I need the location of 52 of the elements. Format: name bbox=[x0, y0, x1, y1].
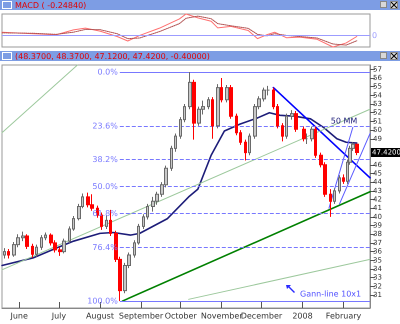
annotation: Gann-line 10x1 bbox=[300, 290, 362, 298]
candlestick bbox=[302, 126, 306, 142]
ref-line-label: 0 bbox=[372, 30, 378, 40]
candlestick bbox=[207, 96, 210, 110]
candlestick bbox=[7, 248, 10, 260]
candlestick bbox=[62, 238, 66, 254]
candlestick bbox=[355, 144, 359, 156]
candlestick bbox=[314, 126, 317, 158]
series-label: 50 MM bbox=[330, 116, 358, 126]
candlestick bbox=[225, 84, 229, 103]
annotation: 50.0% bbox=[92, 182, 118, 191]
annotation: 0.0% bbox=[97, 67, 118, 76]
candlestick bbox=[285, 113, 288, 140]
x-tick-label: November bbox=[200, 312, 244, 320]
candlestick bbox=[305, 133, 308, 144]
x-tick-label: December bbox=[240, 312, 283, 320]
candlestick bbox=[90, 194, 94, 212]
candlestick bbox=[281, 122, 284, 142]
annotation: 23.6% bbox=[92, 121, 118, 130]
x-tick-label: July bbox=[50, 312, 66, 320]
candlestick bbox=[248, 133, 251, 156]
chart-title: MACD ( -0.24840) bbox=[15, 0, 86, 10]
annotation: 100.0% bbox=[87, 296, 118, 306]
x-tick-label: September bbox=[118, 312, 164, 320]
candlestick bbox=[333, 188, 336, 204]
x-tick-label: October bbox=[164, 312, 198, 320]
candlestick bbox=[244, 139, 247, 161]
x-tick-label: 2008 bbox=[292, 312, 313, 320]
candlestick bbox=[31, 243, 34, 258]
candlestick bbox=[329, 188, 332, 218]
annotation: 38.2% bbox=[92, 155, 118, 164]
candlestick bbox=[220, 78, 223, 103]
x-tick-label: August bbox=[86, 312, 114, 320]
chart-title: (48.3700, 48.3700, 47.1200, 47.4200, -0.40000) bbox=[15, 52, 210, 60]
candlestick bbox=[290, 110, 294, 120]
candlestick bbox=[105, 214, 108, 230]
candlestick bbox=[40, 234, 43, 250]
candlestick bbox=[338, 174, 341, 194]
candlestick bbox=[294, 110, 298, 132]
candlestick bbox=[192, 79, 196, 140]
candlestick bbox=[3, 248, 6, 260]
candlestick bbox=[216, 84, 220, 129]
candlestick bbox=[211, 96, 214, 140]
candlestick bbox=[188, 71, 192, 110]
candlestick bbox=[86, 192, 90, 208]
candlestick bbox=[310, 126, 314, 142]
x-tick-label: June bbox=[10, 312, 28, 320]
x-tick-label: February bbox=[326, 312, 362, 320]
candlestick bbox=[342, 174, 345, 184]
candlestick bbox=[229, 84, 233, 120]
candlestick bbox=[35, 244, 38, 258]
candlestick bbox=[25, 234, 29, 250]
